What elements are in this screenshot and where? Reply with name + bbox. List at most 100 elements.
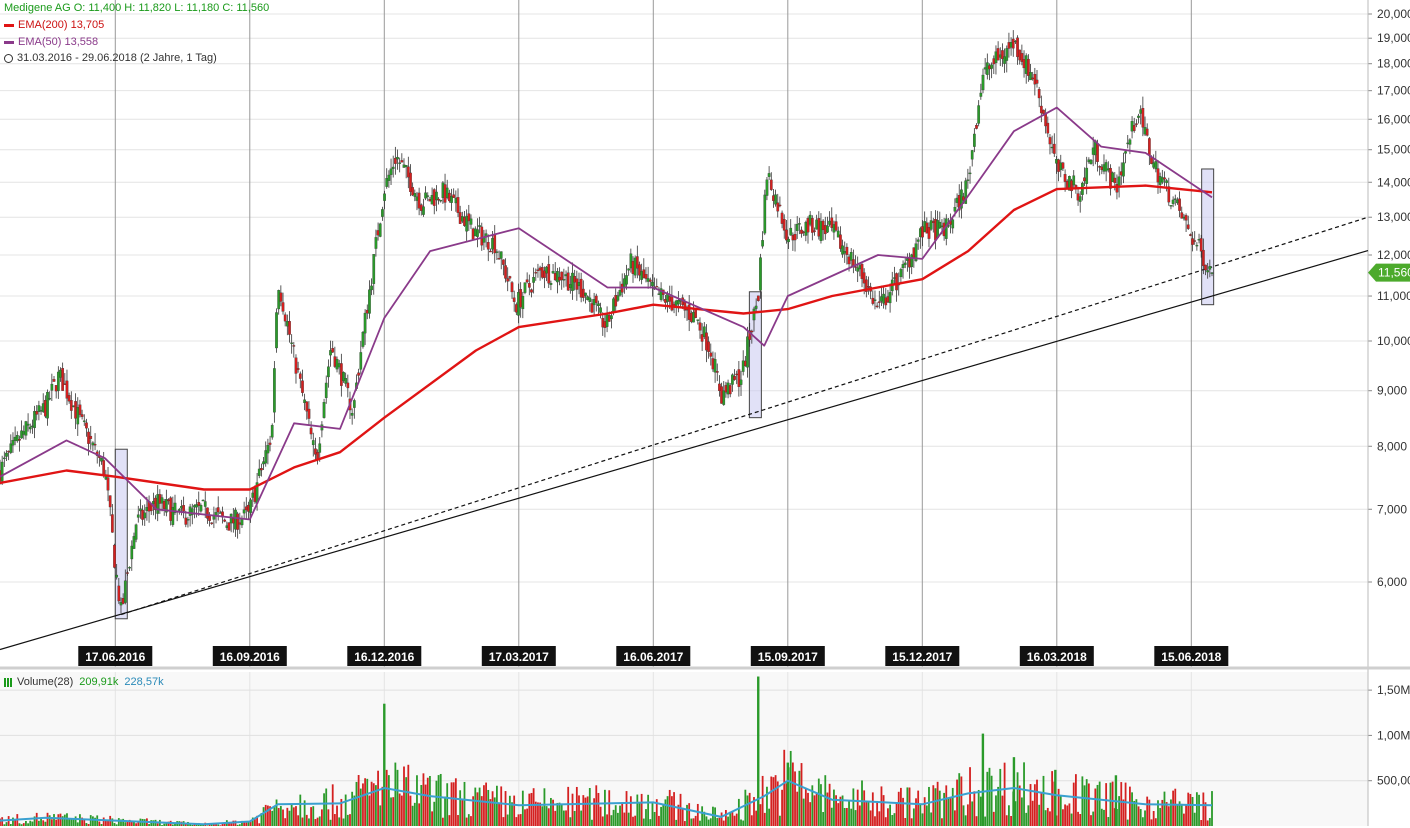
- candle-down: [1145, 128, 1149, 136]
- candle-up: [759, 257, 762, 291]
- volume-bar: [772, 777, 775, 826]
- volume-bar: [1036, 779, 1038, 826]
- volume-bar: [249, 820, 252, 826]
- volume-bar: [863, 790, 866, 826]
- volume-bar: [573, 810, 576, 826]
- volume-bar: [1170, 799, 1172, 826]
- candle-down: [409, 172, 412, 192]
- candle-up: [938, 221, 942, 229]
- volume-bar: [554, 810, 557, 826]
- volume-bar: [1092, 811, 1095, 826]
- candle-up: [391, 166, 395, 169]
- volume-bar: [420, 784, 423, 826]
- ema200-legend: EMA(200) 13,705: [4, 19, 104, 31]
- candle-down: [394, 157, 397, 164]
- candle-down: [566, 272, 570, 291]
- volume-bar: [81, 817, 83, 826]
- volume-bar: [958, 773, 961, 826]
- volume-bar: [1183, 813, 1185, 826]
- candle-up: [130, 545, 134, 560]
- candle-down: [1178, 198, 1181, 211]
- volume-bar: [375, 785, 377, 826]
- candle-up: [1085, 167, 1089, 184]
- candle-up: [404, 165, 408, 168]
- candle-up: [888, 292, 892, 304]
- candle-up: [445, 187, 449, 198]
- volume-bar: [727, 816, 729, 826]
- volume-bar: [562, 810, 565, 826]
- candle-down: [534, 272, 538, 274]
- volume-bar: [470, 816, 472, 826]
- volume-bar: [839, 796, 842, 826]
- volume-bar: [575, 786, 578, 826]
- candle-up: [1173, 198, 1177, 200]
- candle-up: [929, 220, 933, 230]
- candle-up: [398, 162, 402, 164]
- volume-bar: [44, 821, 47, 826]
- candle-up: [741, 360, 745, 372]
- volume-bar: [1195, 792, 1198, 826]
- candle-down: [875, 305, 879, 308]
- volume-bar: [919, 804, 922, 826]
- candle-down: [927, 227, 931, 239]
- volume-bar: [550, 797, 552, 826]
- volume-bar: [701, 806, 704, 826]
- volume-bar: [498, 803, 500, 826]
- candle-down: [216, 507, 220, 513]
- volume-bar: [1003, 762, 1006, 826]
- volume-bar: [1001, 795, 1004, 826]
- volume-bar: [545, 806, 548, 826]
- volume-bar: [580, 810, 583, 826]
- volume-bar: [973, 791, 976, 826]
- candle-up: [763, 194, 767, 234]
- volume-bar: [1072, 782, 1075, 826]
- volume-bar: [279, 806, 282, 826]
- volume-bar: [126, 821, 129, 826]
- candle-up: [160, 497, 164, 504]
- volume-bar: [569, 817, 572, 826]
- ema200-legend-text: EMA(200) 13,705: [18, 19, 105, 31]
- price-tick-label: 12,000: [1377, 248, 1410, 262]
- volume-bar: [122, 818, 125, 826]
- date-label-bg: [1019, 646, 1094, 666]
- candle-down: [756, 295, 760, 301]
- volume-bar: [40, 817, 42, 826]
- volume-bar: [655, 799, 658, 826]
- candle-down: [862, 272, 866, 284]
- candle-up: [990, 64, 993, 69]
- volume-bar: [228, 822, 230, 826]
- volume-bar: [990, 775, 993, 826]
- volume-bar: [331, 784, 334, 826]
- volume-bar: [463, 781, 466, 826]
- volume-bar: [1005, 815, 1008, 826]
- volume-bar: [969, 767, 971, 826]
- volume-bar: [925, 805, 928, 826]
- volume-bar: [746, 795, 749, 826]
- volume-bar: [1148, 799, 1151, 826]
- volume-bar: [634, 815, 637, 826]
- volume-bar: [426, 777, 429, 826]
- ohlc-legend: Medigene AG O: 11,400 H: 11,820 L: 11,18…: [4, 2, 270, 14]
- candle-up: [370, 285, 373, 291]
- volume-bar: [1049, 811, 1051, 826]
- volume-bar: [241, 820, 243, 826]
- volume-bar: [627, 812, 630, 826]
- candle-down: [1052, 143, 1056, 154]
- candle-up: [173, 502, 177, 513]
- candle-down: [80, 414, 84, 417]
- price-tick-label: 20,000: [1377, 7, 1410, 21]
- candle-down: [975, 124, 978, 129]
- candle-up: [562, 279, 566, 281]
- volume-bar: [1044, 810, 1047, 826]
- volume-bar: [133, 821, 135, 826]
- volume-bar: [616, 812, 619, 826]
- candle-down: [1193, 240, 1197, 242]
- volume-bar: [547, 808, 550, 826]
- volume-bar: [91, 816, 94, 826]
- volume-bar: [1046, 807, 1049, 826]
- volume-bar: [558, 802, 561, 826]
- volume-bar: [441, 817, 444, 826]
- volume-bar: [403, 766, 405, 826]
- volume-bar: [113, 823, 116, 826]
